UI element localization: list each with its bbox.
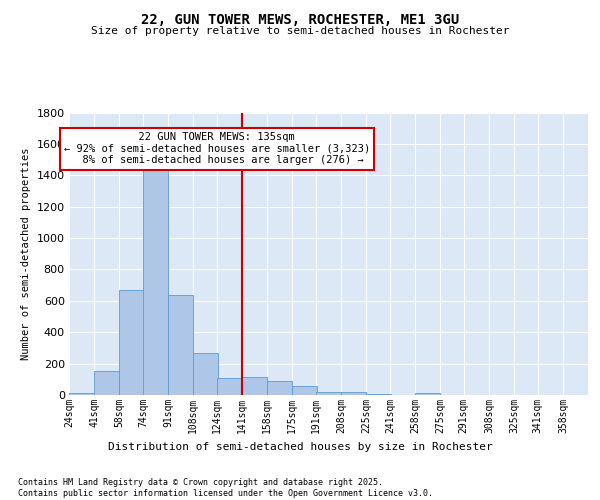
Bar [316, 392, 341, 395]
Text: 22 GUN TOWER MEWS: 135sqm  
← 92% of semi-detached houses are smaller (3,323)
  : 22 GUN TOWER MEWS: 135sqm ← 92% of semi-… [64, 132, 370, 166]
Bar [366, 394, 391, 395]
Bar [341, 392, 366, 395]
Bar [292, 386, 317, 395]
Bar [168, 294, 193, 395]
Text: Distribution of semi-detached houses by size in Rochester: Distribution of semi-detached houses by … [107, 442, 493, 452]
Bar [193, 354, 218, 395]
Text: Size of property relative to semi-detached houses in Rochester: Size of property relative to semi-detach… [91, 26, 509, 36]
Bar [267, 381, 292, 395]
Bar [143, 166, 167, 395]
Y-axis label: Number of semi-detached properties: Number of semi-detached properties [21, 148, 31, 360]
Bar [119, 290, 144, 395]
Bar [69, 392, 94, 395]
Bar [415, 392, 440, 395]
Bar [217, 378, 242, 395]
Text: Contains HM Land Registry data © Crown copyright and database right 2025.
Contai: Contains HM Land Registry data © Crown c… [18, 478, 433, 498]
Bar [242, 377, 266, 395]
Bar [94, 370, 119, 395]
Text: 22, GUN TOWER MEWS, ROCHESTER, ME1 3GU: 22, GUN TOWER MEWS, ROCHESTER, ME1 3GU [141, 12, 459, 26]
